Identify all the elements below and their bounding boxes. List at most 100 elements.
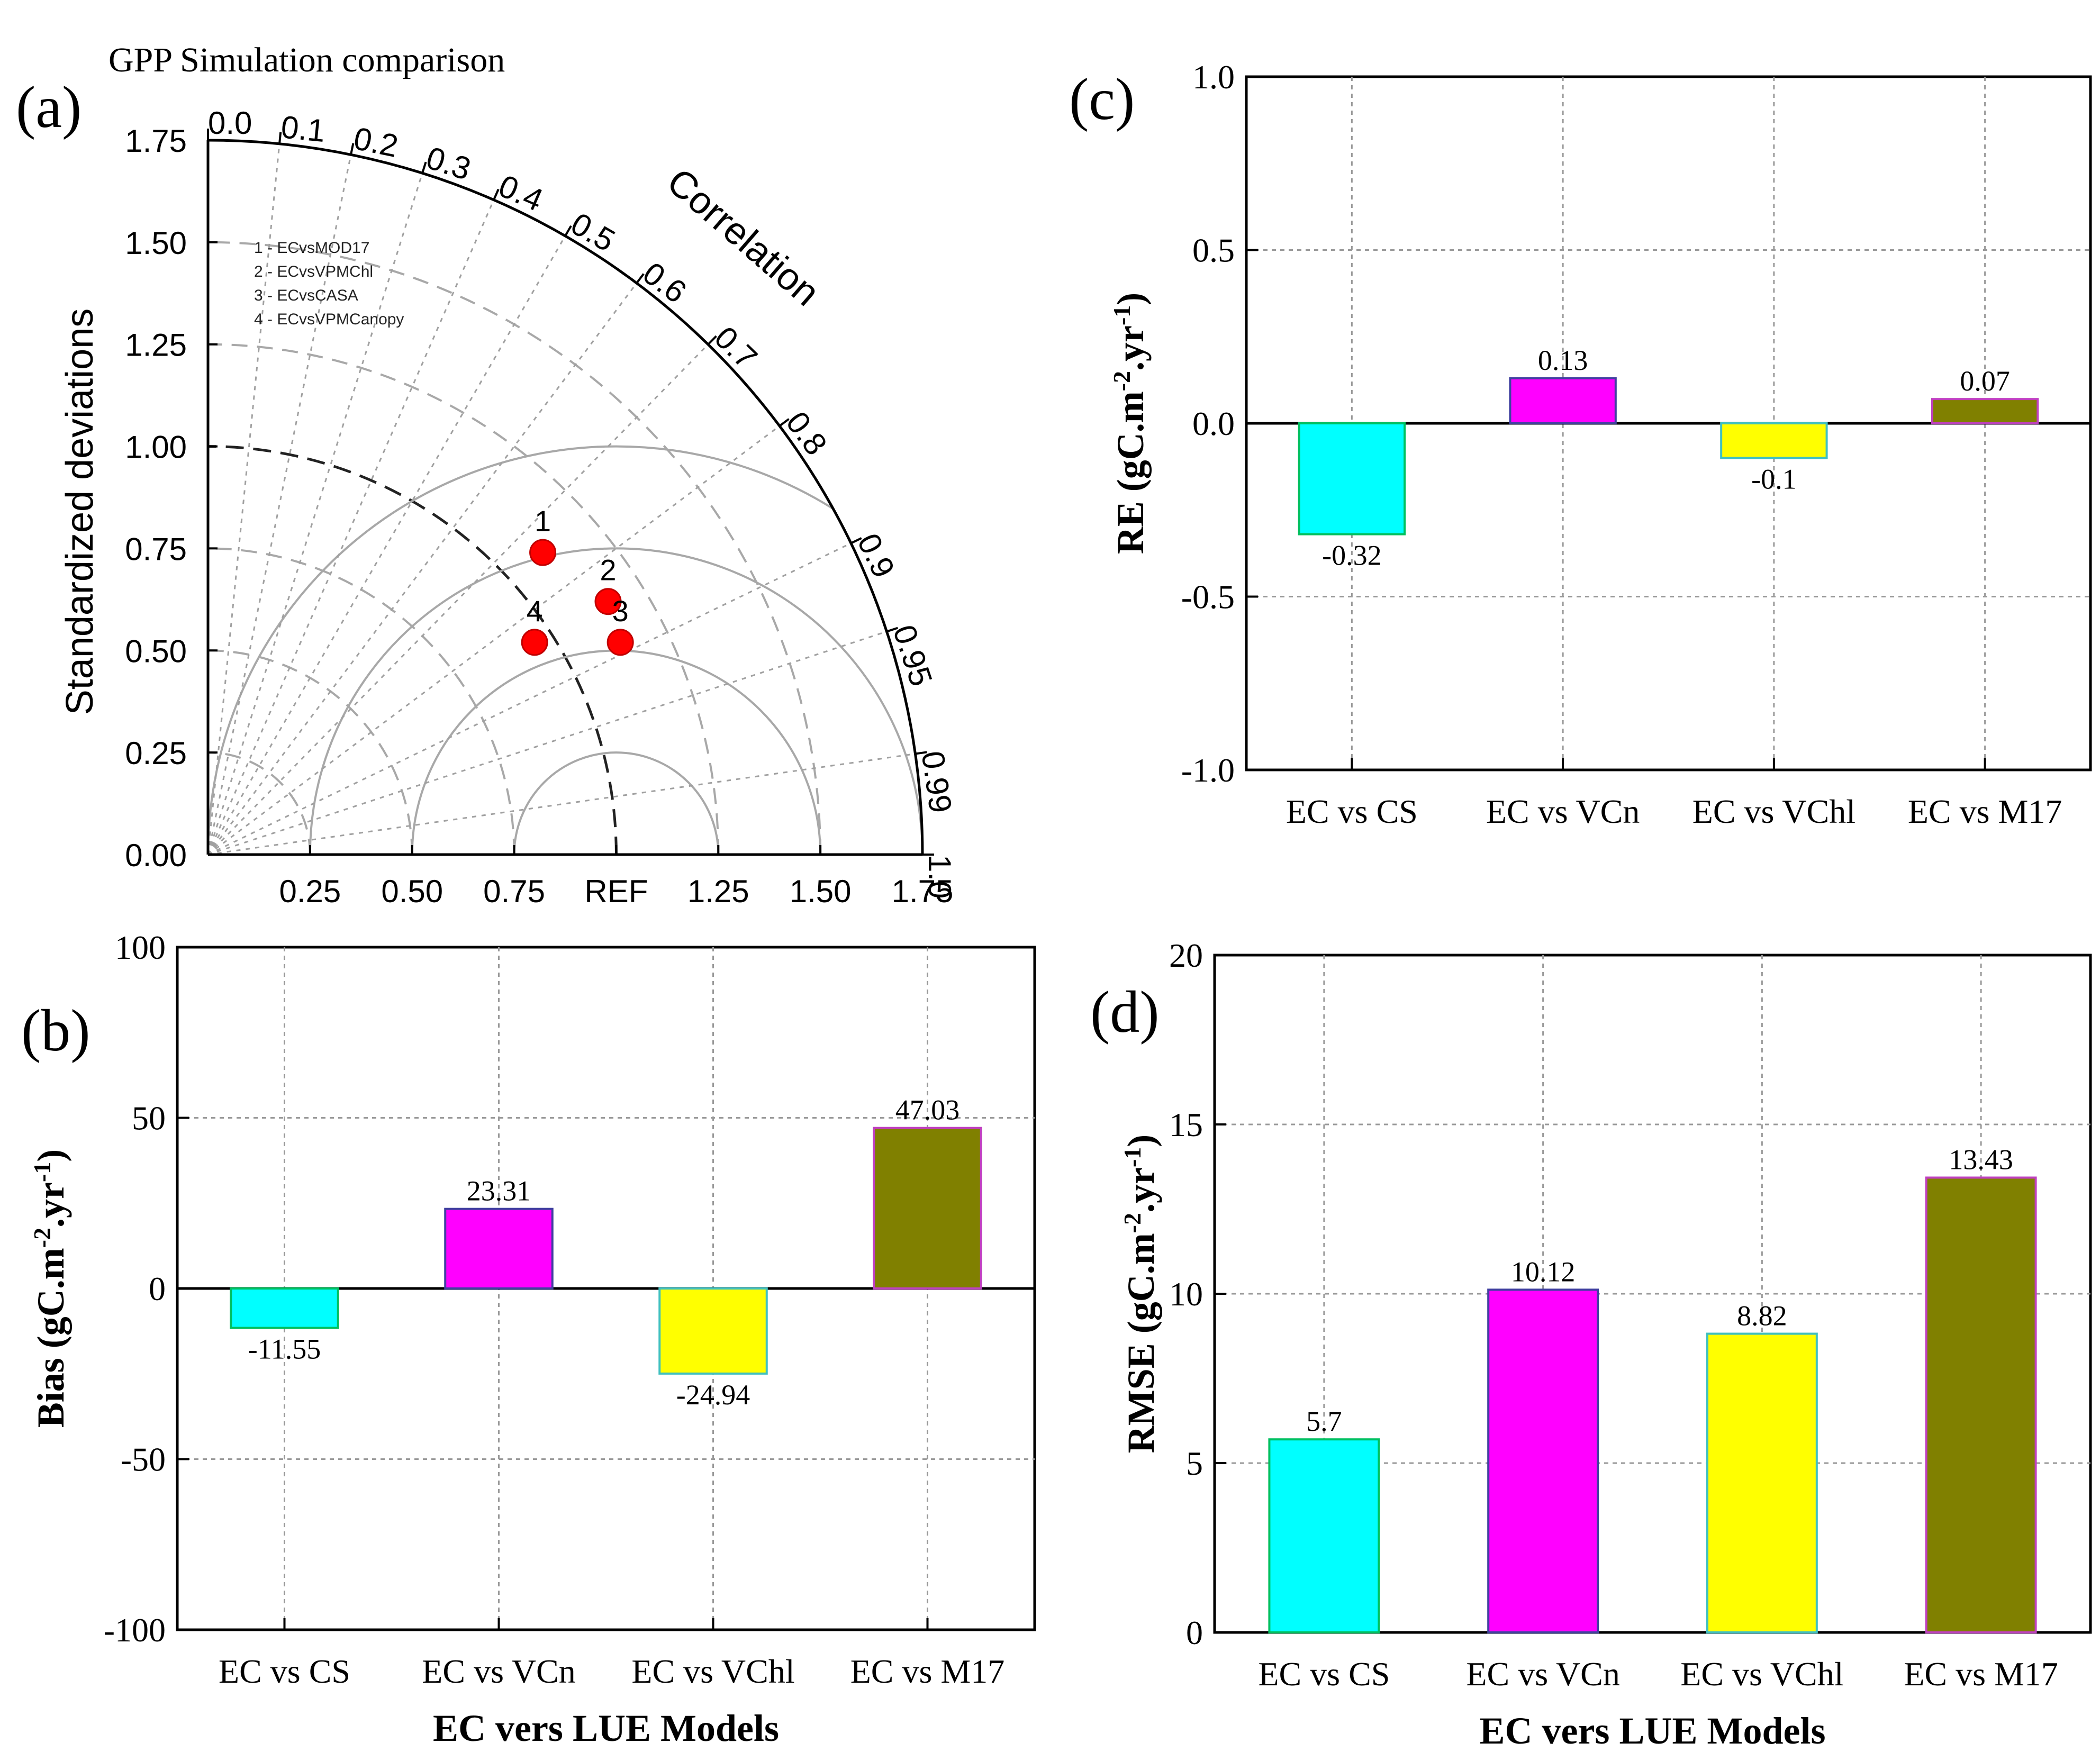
bar [1720, 422, 1828, 459]
correlation-tick-label: 0.6 [636, 255, 693, 310]
y-axis-title: Bias (gC.m-2.yr-1) [29, 1149, 73, 1428]
taylor-point [521, 629, 548, 656]
rmsd-arc [208, 445, 922, 855]
x-tick-label: EC vs VCn [422, 1653, 575, 1690]
x-tick-label: EC vs CS [1286, 793, 1418, 830]
x-tick-label: REF [584, 874, 648, 909]
correlation-ray [207, 343, 709, 856]
y-tick-label: 1.75 [125, 123, 187, 159]
x-tick-label: EC vs M17 [1904, 1655, 2058, 1693]
correlation-ray [207, 425, 780, 856]
correlation-tick-label: 0.8 [779, 405, 834, 461]
correlation-tick [493, 188, 500, 201]
bar [1931, 398, 2039, 425]
y-tick-label: 1.00 [125, 430, 187, 465]
std-arc [207, 547, 515, 855]
correlation-tick [421, 161, 427, 174]
y-tick-label: 1.0 [1192, 58, 1235, 96]
correlation-tick-label: 0.3 [422, 140, 475, 187]
bar-value-label: 13.43 [1949, 1143, 2013, 1175]
x-tick-label: 0.75 [483, 874, 545, 909]
bar [1925, 1176, 2037, 1633]
y-tick-label: -50 [121, 1441, 166, 1478]
legend-entry: 1 - ECvsMOD17 [254, 239, 369, 257]
x-tick-label: EC vs VChl [1680, 1655, 1843, 1693]
bar-value-label: -11.55 [248, 1333, 321, 1365]
x-axis-title: EC vers LUE Models [433, 1707, 779, 1749]
bar [1268, 1438, 1380, 1633]
y-tick-label: 1.50 [125, 225, 187, 261]
correlation-tick-label: 0.2 [351, 121, 401, 164]
ref-arc [207, 445, 618, 855]
y-tick-label: 5 [1186, 1445, 1203, 1482]
x-tick-label: 1.75 [892, 874, 954, 909]
y-tick-label: 100 [115, 929, 166, 966]
taylor-point [607, 629, 634, 656]
outer-arc [207, 139, 924, 855]
x-tick-label: EC vs VCn [1466, 1655, 1619, 1693]
bias-bar-chart: -100 -50 0 50 100 EC vs CS -11.55 EC vs VCn 23.3… [29, 929, 1036, 1749]
taylor-point-label: 4 [527, 594, 543, 628]
bar-value-label: -0.1 [1751, 464, 1796, 495]
correlation-tick [707, 335, 717, 346]
x-tick-label: EC vs M17 [1908, 793, 2062, 830]
bar [230, 1287, 339, 1329]
x-tick-label: EC vs CS [219, 1653, 350, 1690]
correlation-tick [636, 273, 645, 284]
y-tick-label: -0.5 [1181, 578, 1235, 616]
bar [658, 1287, 768, 1375]
y-axis-title: RE (gC.m-2.yr-1) [1108, 293, 1152, 555]
x-tick-label: EC vs VChl [631, 1653, 794, 1690]
x-axis-title: EC vers LUE Models [1480, 1710, 1826, 1752]
correlation-tick [350, 143, 355, 155]
correlation-tick [886, 627, 899, 633]
y-tick-label: 0.50 [125, 633, 187, 669]
y-tick-label: 0.5 [1192, 232, 1235, 269]
y-tick-label: 0.75 [125, 531, 187, 567]
correlation-ray [207, 235, 566, 855]
panel-label-c: (c) [1069, 67, 1135, 132]
x-tick-label: 1.25 [687, 874, 749, 909]
std-arc [207, 751, 311, 855]
y-tick-label: 0.00 [125, 838, 187, 873]
correlation-tick [850, 537, 862, 544]
y-tick-label: 0 [1186, 1614, 1203, 1651]
rmsd-arc [513, 751, 720, 855]
panel-label-a: (a) [16, 75, 82, 140]
correlation-tick-label: 0.99 [915, 749, 959, 815]
panel-label-d: (d) [1090, 979, 1160, 1045]
taylor-point-label: 3 [612, 594, 629, 628]
legend-entry: 2 - ECvsVPMChl [254, 263, 373, 280]
bar-value-label: 23.31 [467, 1175, 531, 1207]
y-tick-label: -100 [104, 1611, 166, 1649]
std-arc [207, 343, 720, 855]
correlation-tick-label: 1.0 [922, 855, 957, 898]
y-tick-label: -1.0 [1181, 751, 1235, 789]
y-tick-label: 20 [1169, 937, 1203, 974]
panel-label-b: (b) [21, 998, 90, 1064]
x-tick-label: EC vs VCn [1486, 793, 1640, 830]
x-tick-label: 1.50 [790, 874, 852, 909]
correlation-tick-label: 0.7 [708, 320, 764, 376]
rmsd-arc [309, 547, 922, 855]
y-tick-label: 0 [149, 1270, 166, 1308]
correlation-ray [207, 631, 887, 856]
correlation-tick-label: 0.5 [565, 206, 621, 259]
bar [873, 1127, 982, 1290]
correlation-tick [779, 418, 790, 427]
bar-value-label: 47.03 [895, 1094, 960, 1126]
figure-title: GPP Simulation comparison [108, 41, 505, 79]
legend-entry: 4 - ECvsVPMCanopy [254, 311, 404, 328]
bar [1298, 422, 1406, 535]
correlation-tick-label: 0.1 [279, 109, 327, 149]
bar-value-label: 10.12 [1511, 1256, 1576, 1287]
bar-value-label: 8.82 [1737, 1300, 1787, 1332]
correlation-tick [564, 225, 572, 237]
taylor-point-label: 1 [535, 504, 551, 538]
taylor-point-label: 2 [600, 553, 616, 587]
legend-entry: 3 - ECvsCASA [254, 287, 358, 304]
correlation-tick [915, 751, 927, 755]
bar-value-label: 0.07 [1960, 365, 2010, 397]
bar [1487, 1288, 1599, 1634]
bar [1509, 377, 1617, 424]
